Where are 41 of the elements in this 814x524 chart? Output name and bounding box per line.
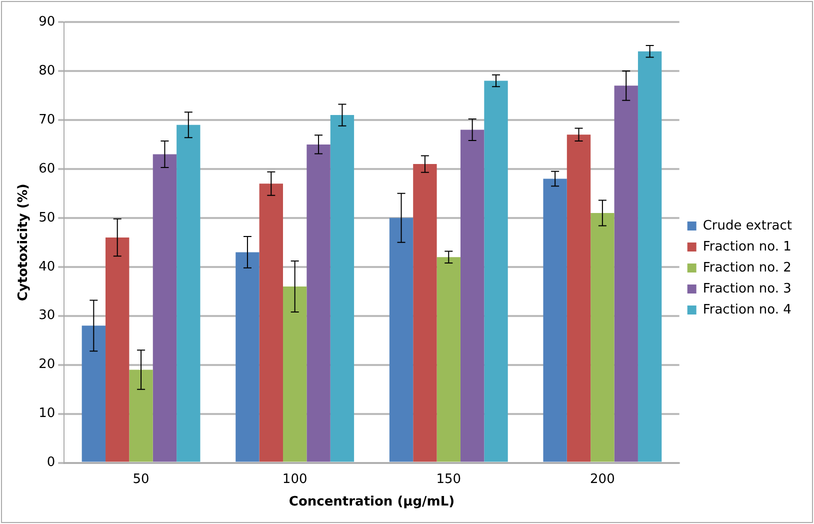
bar [330, 115, 354, 462]
bar [614, 86, 638, 462]
bar [236, 252, 260, 462]
y-tick-label: 60 [38, 161, 56, 176]
bar [106, 238, 130, 462]
bar [484, 80, 508, 462]
x-tick-label: 150 [436, 472, 462, 487]
legend-label: Crude extract [702, 218, 792, 234]
legend-label: Fraction no. 2 [702, 260, 792, 276]
bar [543, 178, 567, 462]
y-tick-label: 50 [38, 210, 56, 226]
y-tick-label: 70 [38, 112, 56, 128]
bar [259, 184, 283, 462]
legend-label: Fraction no. 3 [702, 281, 792, 296]
bar [306, 144, 330, 462]
bar [176, 124, 200, 462]
bar [413, 164, 437, 462]
y-axis-title: Cytotoxicity (%) [16, 184, 32, 302]
y-tick-label: 10 [38, 406, 56, 422]
x-tick-label: 100 [282, 472, 308, 487]
y-tick-label: 0 [46, 455, 56, 470]
bar [82, 326, 106, 462]
bar [283, 286, 307, 462]
y-tick-label: 40 [38, 259, 56, 274]
bar [436, 257, 460, 462]
legend-label: Fraction no. 4 [702, 302, 792, 318]
y-tick-label: 80 [38, 63, 56, 78]
bar [638, 51, 662, 462]
x-tick-label: 50 [132, 472, 150, 487]
legend-label: Fraction no. 1 [702, 239, 792, 254]
y-tick-label: 20 [38, 357, 56, 372]
y-tick-label: 90 [38, 14, 56, 30]
bar [152, 154, 177, 462]
bar [389, 218, 414, 462]
bar [129, 370, 153, 462]
x-axis-title: Concentration (µg/mL) [288, 494, 455, 510]
bar [590, 213, 614, 462]
y-tick-label: 30 [38, 308, 56, 324]
bar [566, 134, 591, 462]
bar [460, 130, 484, 462]
x-tick-label: 200 [590, 472, 615, 487]
